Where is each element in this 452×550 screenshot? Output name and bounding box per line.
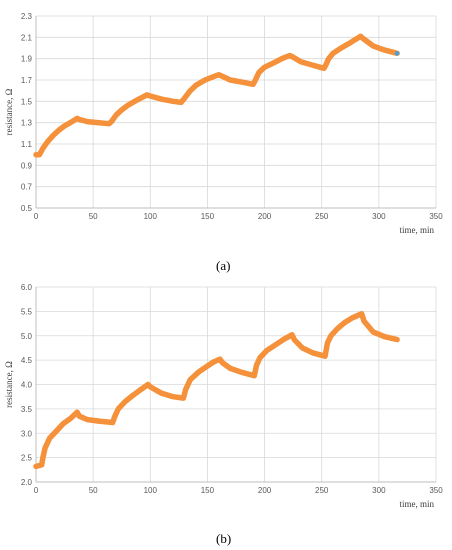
y-tick-label: 0.5	[21, 204, 33, 213]
x-tick-label: 100	[144, 212, 158, 221]
y-tick-label: 2.5	[21, 454, 33, 463]
y-tick-label: 3.5	[21, 405, 33, 414]
y-tick-label: 4.0	[21, 381, 33, 390]
x-tick-label: 350	[429, 212, 443, 221]
y-tick-label: 0.9	[21, 161, 33, 170]
series-line	[33, 311, 400, 470]
x-tick-label: 0	[34, 486, 39, 495]
series-end-point	[394, 51, 400, 56]
x-axis-title: time, min	[400, 499, 435, 509]
y-axis-title: resistance, Ω	[4, 361, 14, 408]
x-tick-label: 250	[315, 486, 329, 495]
x-tick-label: 150	[201, 486, 215, 495]
y-tick-label: 6.0	[21, 283, 33, 292]
y-tick-label: 5.0	[21, 332, 33, 341]
y-tick-label: 4.5	[21, 356, 33, 365]
chart-a: 0.5 0.7 0.9 1.1 1.3 1.5 1.7 1.9 2.1 2.3 0 50 100 150 2…	[4, 12, 443, 235]
y-tick-label: 2.3	[21, 12, 33, 21]
caption-b: (b)	[216, 531, 232, 546]
y-tick-label: 5.5	[21, 307, 33, 316]
chart-b: 2.0 2.5 3.0 3.5 4.0 4.5 5.0 5.5 6.0 0 50 100 150 200 2…	[4, 283, 443, 509]
y-tick-label: 1.7	[21, 76, 33, 85]
y-tick-label: 1.1	[21, 140, 33, 149]
x-tick-label: 300	[372, 486, 386, 495]
x-tick-label: 300	[372, 212, 386, 221]
y-axis-title: resistance, Ω	[4, 88, 14, 135]
x-tick-label: 150	[201, 212, 215, 221]
x-tick-label: 200	[258, 486, 272, 495]
series-line	[33, 33, 400, 158]
x-tick-label: 100	[144, 486, 158, 495]
x-tick-label: 0	[34, 212, 39, 221]
y-tick-label: 1.5	[21, 97, 33, 106]
y-tick-label: 1.3	[21, 119, 33, 128]
x-tick-label: 50	[89, 212, 98, 221]
x-tick-label: 350	[429, 486, 443, 495]
y-tick-label: 0.7	[21, 183, 33, 192]
x-tick-label: 50	[89, 486, 98, 495]
y-tick-label: 3.0	[21, 429, 33, 438]
x-tick-label: 200	[258, 212, 272, 221]
x-tick-label: 250	[315, 212, 329, 221]
y-tick-label: 2.1	[21, 33, 33, 42]
y-tick-label: 1.9	[21, 55, 33, 64]
y-tick-label: 2.0	[21, 478, 33, 487]
x-axis-title: time, min	[400, 225, 435, 235]
caption-a: (a)	[216, 258, 231, 273]
